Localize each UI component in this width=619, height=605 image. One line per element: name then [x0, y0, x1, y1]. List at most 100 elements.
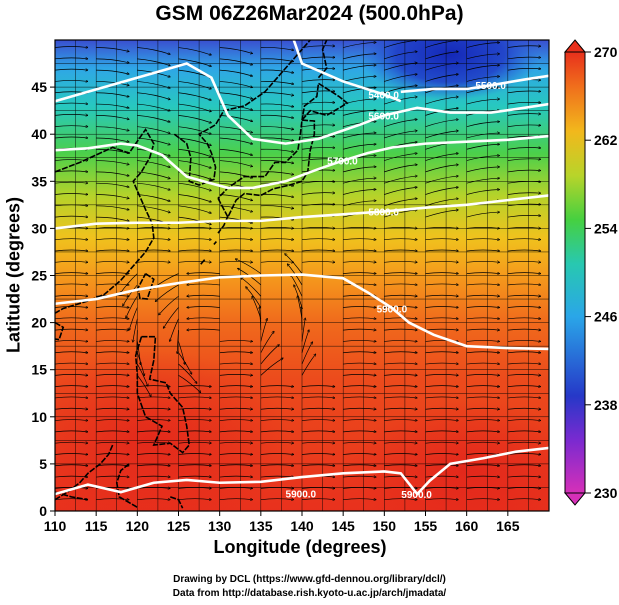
coastline [137, 272, 155, 300]
wind-streamline [260, 465, 294, 466]
wind-streamline [96, 476, 129, 477]
wind-streamline [137, 476, 170, 477]
wind-streamline [343, 273, 376, 274]
wind-streamline [96, 216, 129, 221]
wind-streamline [178, 397, 212, 398]
coastline [115, 463, 138, 508]
wind-streamline [301, 420, 335, 421]
wind-streamline [466, 122, 500, 128]
wind-streamline [55, 340, 88, 341]
wind-streamline [137, 182, 170, 190]
wind-streamline [507, 374, 541, 375]
wind-streamline [55, 465, 88, 466]
wind-streamline [219, 363, 253, 364]
wind-streamline [260, 420, 294, 421]
wind-streamline [219, 374, 253, 375]
wind-streamline [297, 296, 303, 319]
wind-streamline [384, 499, 417, 500]
wind-streamline [96, 194, 129, 198]
wind-streamline [178, 465, 212, 466]
wind-streamline [384, 52, 417, 60]
wind-streamline [301, 125, 335, 128]
wind-streamline [343, 329, 376, 330]
wind-streamline [129, 307, 138, 331]
wind-streamline [55, 58, 88, 59]
wind-streamline [219, 408, 253, 409]
wind-streamline [425, 187, 459, 195]
wind-streamline [96, 115, 129, 119]
coastline [55, 444, 114, 501]
wind-streamline [425, 261, 459, 262]
wind-streamline [384, 63, 417, 71]
y-tick-label: 30 [31, 220, 47, 236]
wind-streamline [466, 340, 500, 341]
contour-label: 5900.0 [377, 304, 408, 315]
wind-streamline [343, 363, 376, 364]
wind-streamline [137, 58, 170, 66]
wind-streamline [177, 330, 179, 354]
wind-streamline [343, 167, 376, 173]
wind-streamline [301, 453, 335, 454]
wind-streamline [425, 131, 459, 139]
wind-streamline [187, 329, 220, 330]
y-tick-label: 10 [31, 409, 47, 425]
wind-streamline [187, 295, 220, 296]
wind-streamline [507, 46, 541, 48]
wind-streamline [55, 420, 88, 421]
wind-streamline [137, 171, 170, 179]
wind-streamline [187, 273, 220, 274]
wind-streamline [137, 420, 170, 421]
x-tick-label: 165 [496, 518, 520, 534]
wind-streamline [384, 465, 417, 466]
y-tick-label: 0 [39, 503, 47, 519]
contour-line [55, 194, 549, 230]
wind-streamline [178, 476, 212, 477]
wind-streamline [178, 499, 212, 500]
wind-streamline [55, 397, 88, 398]
wind-streamline [260, 487, 294, 488]
wind-streamline [219, 397, 253, 398]
wind-streamline [260, 476, 294, 477]
wind-streamline [55, 273, 88, 274]
wind-streamline [96, 442, 129, 443]
wind-streamline [343, 88, 376, 94]
wind-streamline [178, 115, 212, 123]
wind-streamline [507, 261, 541, 262]
wind-streamline [507, 499, 541, 500]
wind-streamline [507, 420, 541, 421]
wind-streamline [384, 85, 417, 94]
credit-drawing: Drawing by DCL (https://www.gfd-dennou.o… [173, 574, 446, 585]
wind-streamline [301, 250, 335, 251]
coastline [200, 258, 207, 265]
wind-streamline [301, 354, 316, 376]
x-tick-label: 135 [249, 518, 273, 534]
wind-streamline [55, 487, 88, 488]
wind-streamline [384, 318, 417, 319]
wind-streamline [96, 160, 129, 165]
x-tick-label: 120 [126, 518, 150, 534]
wind-streamline [384, 165, 417, 173]
wind-streamline [137, 81, 170, 88]
wind-streamline [178, 103, 212, 112]
wind-streamline [507, 295, 541, 296]
wind-streamline [260, 331, 274, 353]
wind-streamline [425, 176, 459, 184]
wind-streamline [343, 397, 376, 398]
wind-streamline [133, 318, 138, 342]
wind-streamline [219, 69, 253, 76]
wind-streamline [260, 92, 294, 96]
wind-streamline [178, 442, 212, 443]
wind-streamline [96, 431, 129, 432]
wind-streamline [137, 397, 170, 398]
wind-streamline [301, 193, 335, 195]
contour-label: 5400.0 [368, 91, 399, 102]
wind-streamline [384, 453, 417, 454]
wind-streamline [96, 250, 129, 251]
wind-streamline [219, 92, 253, 99]
wind-streamline [466, 189, 500, 195]
wind-streamline [178, 148, 212, 157]
wind-streamline [55, 126, 88, 127]
wind-streamline [466, 178, 500, 184]
wind-streamline [219, 239, 253, 240]
wind-streamline [219, 487, 253, 488]
